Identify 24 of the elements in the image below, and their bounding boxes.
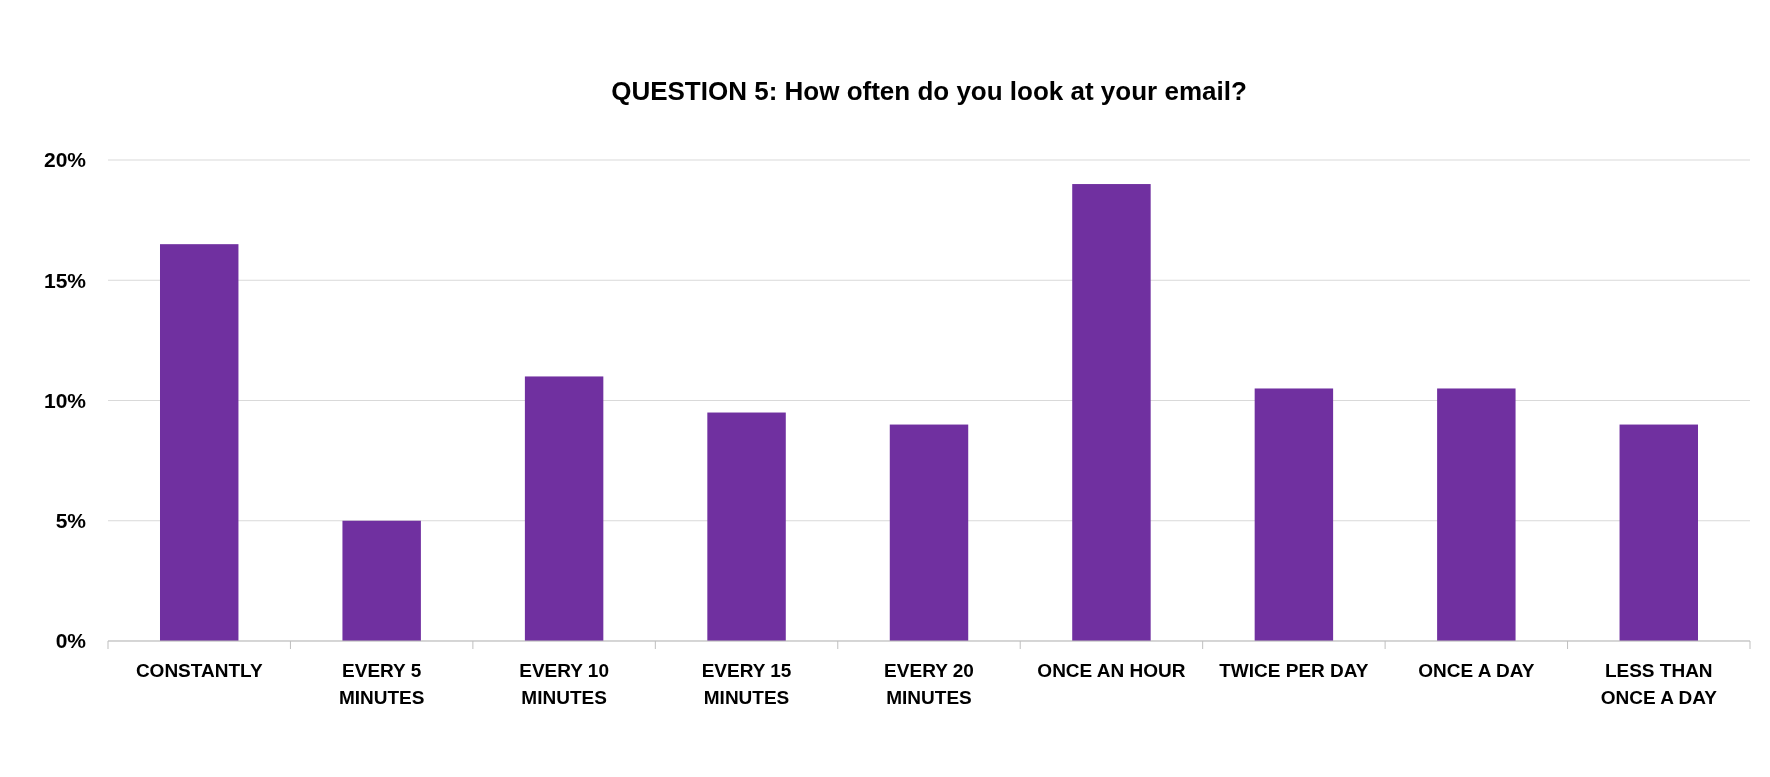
bar xyxy=(707,412,786,641)
x-tick-label: ONCE A DAY xyxy=(1418,660,1535,681)
bar xyxy=(342,520,421,641)
bar xyxy=(889,424,969,641)
x-tick-label: EVERY 5 MINUTES xyxy=(338,660,425,708)
bar xyxy=(160,244,239,641)
x-tick-label: TWICE PER DAY xyxy=(1219,660,1369,681)
x-tick-label: ONCE AN HOUR xyxy=(1037,660,1186,681)
x-tick-label: EVERY 10 MINUTES xyxy=(519,660,609,708)
bar xyxy=(1619,424,1698,641)
x-tick-label: LESS THAN ONCE A DAY xyxy=(1600,660,1718,708)
y-tick-label: 0% xyxy=(55,629,87,653)
bar xyxy=(1254,388,1334,641)
y-tick-label: 15% xyxy=(43,268,87,292)
bar xyxy=(524,376,604,641)
x-tick-label: EVERY 15 MINUTES xyxy=(701,660,792,708)
bar xyxy=(1072,184,1151,641)
y-tick-label: 20% xyxy=(43,148,87,172)
chart-title: QUESTION 5: How often do you look at your email? xyxy=(611,76,1247,106)
bar xyxy=(1437,388,1516,641)
y-tick-label: 5% xyxy=(55,509,87,533)
y-tick-label: 10% xyxy=(43,388,87,412)
x-tick-label: CONSTANTLY xyxy=(135,660,263,681)
x-tick-label: EVERY 20 MINUTES xyxy=(884,660,974,708)
